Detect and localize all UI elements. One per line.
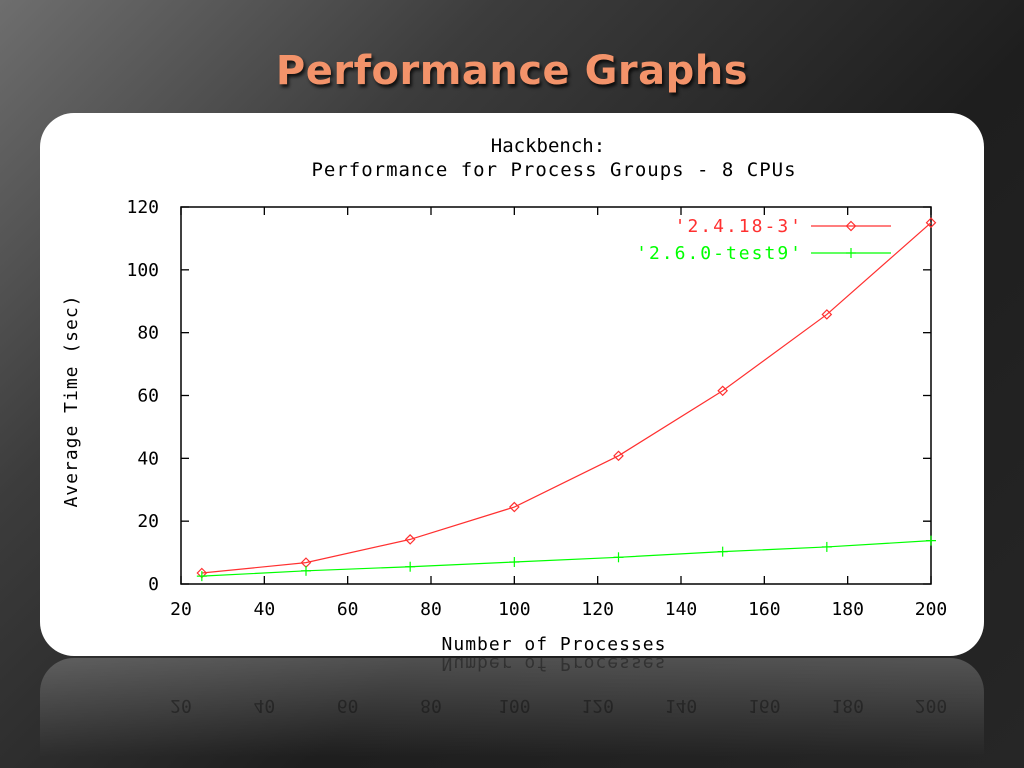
chart-title: Hackbench: bbox=[491, 135, 605, 157]
reflected-x-tick-label: 20 bbox=[170, 695, 192, 716]
series-layer bbox=[196, 217, 937, 582]
data-point-plus bbox=[301, 565, 311, 576]
data-point-plus bbox=[846, 248, 856, 258]
x-tick-label: 80 bbox=[420, 599, 442, 620]
data-point-plus bbox=[509, 557, 520, 568]
data-point-plus bbox=[613, 552, 624, 563]
x-tick-label: 120 bbox=[581, 599, 614, 620]
x-tick-label: 100 bbox=[498, 599, 531, 620]
data-point-diamond bbox=[717, 385, 729, 397]
y-tick-label: 120 bbox=[126, 197, 159, 218]
reflected-x-tick-label: 120 bbox=[581, 695, 614, 716]
data-point-diamond bbox=[821, 309, 833, 320]
y-tick-label: 100 bbox=[126, 260, 159, 281]
line-chart: Hackbench: Performance for Process Group… bbox=[61, 135, 947, 655]
y-tick-label: 80 bbox=[137, 323, 159, 344]
data-point-plus bbox=[405, 561, 416, 572]
chart-reflection: Number of Processes 20 40 60 80 100 120 140 160 1… bbox=[40, 658, 984, 768]
reflected-x-axis-label: Number of Processes bbox=[442, 658, 667, 674]
data-point-diamond bbox=[613, 450, 624, 462]
reflected-x-tick-label: 160 bbox=[748, 695, 781, 716]
legend: '2.4.18-3' '2.6.0-test9' bbox=[636, 216, 891, 264]
x-tick-label: 200 bbox=[915, 599, 948, 620]
x-tick-label: 180 bbox=[831, 599, 864, 620]
y-axis-label: Average Time (sec) bbox=[61, 294, 82, 507]
reflected-x-tick-label: 100 bbox=[498, 695, 531, 716]
reflected-x-tick-label: 200 bbox=[915, 695, 948, 716]
reflected-x-tick-label: 40 bbox=[253, 695, 275, 716]
data-point-plus bbox=[821, 541, 832, 552]
legend-label: '2.4.18-3' bbox=[675, 216, 803, 237]
data-point-plus bbox=[196, 571, 207, 582]
x-tick-label: 60 bbox=[337, 599, 359, 620]
axis-ticks: 20 40 60 80 100 120 140 160 180 200 0 20 40 60 80 100 12… bbox=[126, 197, 947, 620]
x-tick-label: 160 bbox=[748, 599, 781, 620]
data-point-diamond bbox=[845, 220, 857, 232]
data-point-diamond bbox=[508, 501, 520, 513]
y-tick-label: 20 bbox=[137, 511, 159, 532]
y-tick-label: 40 bbox=[137, 448, 159, 469]
plot-frame bbox=[180, 206, 932, 585]
legend-label: '2.6.0-test9' bbox=[636, 243, 803, 264]
x-tick-label: 140 bbox=[665, 599, 698, 620]
y-tick-label: 0 bbox=[148, 574, 159, 595]
chart-card: Hackbench: Performance for Process Group… bbox=[40, 113, 984, 656]
data-point-diamond bbox=[404, 534, 416, 545]
reflection-svg: Number of Processes 20 40 60 80 100 120 140 160 1… bbox=[170, 658, 948, 716]
slide-title: Performance Graphs bbox=[275, 48, 749, 94]
reflected-x-tick-label: 80 bbox=[420, 695, 442, 716]
data-point-diamond bbox=[925, 217, 937, 229]
data-point-plus bbox=[717, 546, 728, 557]
x-axis-label: Number of Processes bbox=[442, 634, 667, 655]
chart-subtitle: Performance for Process Groups - 8 CPUs bbox=[311, 159, 796, 181]
reflected-x-tick-label: 140 bbox=[665, 695, 698, 716]
reflected-x-tick-label: 180 bbox=[831, 695, 864, 716]
reflected-x-tick-label: 60 bbox=[337, 695, 359, 716]
series-line-0 bbox=[201, 222, 932, 574]
data-point-plus bbox=[926, 535, 936, 546]
x-tick-label: 20 bbox=[170, 599, 192, 620]
y-tick-label: 60 bbox=[137, 386, 159, 407]
series-line-1 bbox=[201, 540, 932, 577]
x-tick-label: 40 bbox=[253, 599, 275, 620]
